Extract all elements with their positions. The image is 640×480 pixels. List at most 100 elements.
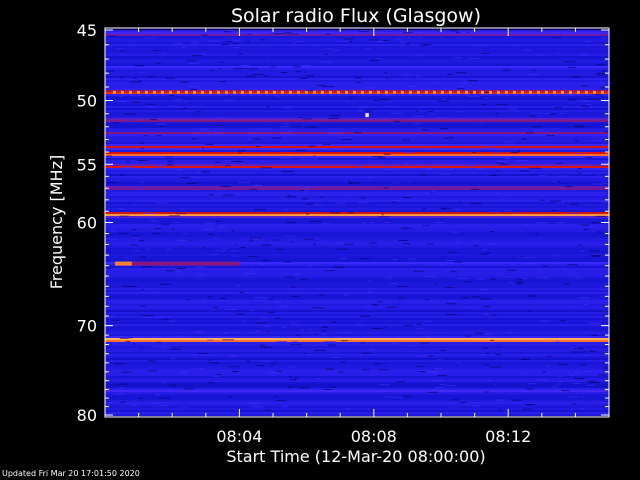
spectrogram-speckle bbox=[140, 142, 145, 144]
spectrogram-speckle bbox=[579, 297, 590, 299]
spectrogram-speckle bbox=[445, 36, 448, 38]
spectrogram-speckle bbox=[556, 162, 563, 164]
spectrogram-speckle bbox=[218, 68, 221, 70]
spectrogram-speckle bbox=[591, 255, 596, 257]
spectrogram-speckle bbox=[220, 186, 231, 188]
spectrogram-speckle bbox=[150, 37, 154, 39]
spectrogram-speckle bbox=[219, 81, 226, 83]
spectrogram-row bbox=[105, 34, 609, 36]
pulse-mark bbox=[337, 90, 340, 94]
spectrogram-speckle bbox=[274, 149, 283, 151]
spectrogram-speckle bbox=[205, 130, 211, 132]
spectrogram-speckle bbox=[460, 364, 463, 366]
pulse-mark bbox=[577, 90, 580, 94]
spectrogram-row bbox=[105, 352, 609, 354]
spectrogram-speckle bbox=[325, 270, 336, 272]
spectrogram-speckle bbox=[517, 160, 528, 161]
spectrogram-speckle bbox=[140, 305, 147, 307]
updated-timestamp: Updated Fri Mar 20 17:01:50 2020 bbox=[2, 469, 140, 478]
pulse-mark bbox=[257, 90, 260, 94]
spectrogram-speckle bbox=[517, 78, 524, 80]
spectrogram-speckle bbox=[326, 268, 330, 270]
spectrogram-row bbox=[105, 406, 609, 408]
spectrogram-speckle bbox=[431, 93, 443, 95]
spectrogram-speckle bbox=[215, 250, 226, 252]
spectrogram-speckle bbox=[254, 208, 266, 210]
spectrogram-speckle bbox=[434, 283, 437, 285]
spectrogram-speckle bbox=[165, 149, 173, 151]
spectrogram-speckle bbox=[256, 365, 265, 367]
spectrogram-speckle bbox=[251, 256, 258, 258]
spectrogram-speckle bbox=[468, 80, 478, 81]
spectrogram-speckle bbox=[399, 41, 406, 43]
spectrogram-speckle bbox=[387, 276, 392, 278]
spectrogram-speckle bbox=[337, 371, 344, 373]
spectrogram-speckle bbox=[296, 41, 306, 43]
spectrogram-speckle bbox=[159, 283, 171, 285]
spectrogram-speckle bbox=[415, 94, 422, 96]
spectrogram-speckle bbox=[216, 117, 227, 119]
spectrogram-speckle bbox=[524, 256, 535, 258]
spectrogram-speckle bbox=[116, 383, 129, 385]
spectrogram-speckle bbox=[179, 177, 190, 179]
spectrogram-row bbox=[105, 100, 609, 102]
burst-mark bbox=[115, 261, 132, 266]
spectrogram-speckle bbox=[574, 140, 579, 142]
spectrogram-row bbox=[105, 168, 609, 170]
spectrogram-speckle bbox=[527, 383, 538, 385]
spectrogram-speckle bbox=[435, 222, 445, 223]
spectrogram-speckle bbox=[504, 141, 515, 143]
spectrogram-row bbox=[105, 414, 609, 416]
spectrogram-speckle bbox=[207, 296, 212, 298]
spectrogram-row bbox=[105, 66, 609, 68]
spectrogram-row bbox=[105, 256, 609, 258]
spectrogram-speckle bbox=[281, 217, 289, 218]
spectrogram-speckle bbox=[160, 223, 171, 225]
spectrogram-speckle bbox=[332, 124, 335, 126]
spectrogram-speckle bbox=[156, 341, 161, 343]
spectrogram-speckle bbox=[119, 387, 124, 389]
spectrogram-row bbox=[105, 134, 609, 136]
spectrogram-speckle bbox=[249, 403, 261, 405]
spectrogram-speckle bbox=[581, 100, 592, 102]
spectrogram-speckle bbox=[253, 297, 265, 299]
spectrogram-speckle bbox=[591, 255, 601, 256]
spectrogram-row bbox=[105, 318, 609, 320]
spectrogram-speckle bbox=[312, 45, 318, 47]
spectrogram-speckle bbox=[281, 405, 289, 407]
spectrogram-speckle bbox=[577, 168, 582, 169]
spectrogram-row bbox=[105, 36, 609, 38]
spectrogram-speckle bbox=[155, 317, 165, 319]
spectrogram-speckle bbox=[519, 170, 529, 172]
spectrogram-speckle bbox=[512, 211, 519, 213]
spectrogram-row bbox=[105, 76, 609, 78]
spectrogram-speckle bbox=[291, 340, 298, 342]
spectrogram-speckle bbox=[155, 202, 168, 204]
spectrogram-speckle bbox=[372, 41, 384, 42]
pulse-mark bbox=[225, 90, 228, 94]
spectrogram-speckle bbox=[405, 163, 410, 165]
spectrogram-row bbox=[105, 350, 609, 352]
spectrogram-speckle bbox=[430, 191, 434, 193]
spectrogram-speckle bbox=[308, 328, 312, 330]
spectrogram-speckle bbox=[248, 332, 254, 333]
chart-title: Solar radio Flux (Glasgow) bbox=[231, 5, 481, 27]
spectrogram-speckle bbox=[225, 165, 231, 167]
spectrogram-speckle bbox=[149, 220, 158, 222]
spectrogram-speckle bbox=[384, 326, 387, 328]
spectrogram-speckle bbox=[292, 42, 297, 44]
spectrogram-speckle bbox=[271, 364, 275, 366]
spectrogram-row bbox=[105, 284, 609, 286]
spectrogram-row bbox=[105, 54, 609, 56]
spectrogram-speckle bbox=[567, 66, 576, 68]
spectrogram-speckle bbox=[219, 297, 227, 299]
spectrogram-speckle bbox=[471, 405, 480, 407]
spectrogram-row bbox=[105, 402, 609, 404]
spectrogram-speckle bbox=[322, 223, 330, 225]
spectrogram-row bbox=[105, 230, 609, 232]
pulse-mark bbox=[161, 90, 164, 94]
spectrogram-row bbox=[105, 172, 609, 174]
spectrogram-speckle bbox=[584, 371, 591, 372]
spectrogram-speckle bbox=[571, 147, 575, 149]
spectrogram-row bbox=[105, 212, 609, 214]
